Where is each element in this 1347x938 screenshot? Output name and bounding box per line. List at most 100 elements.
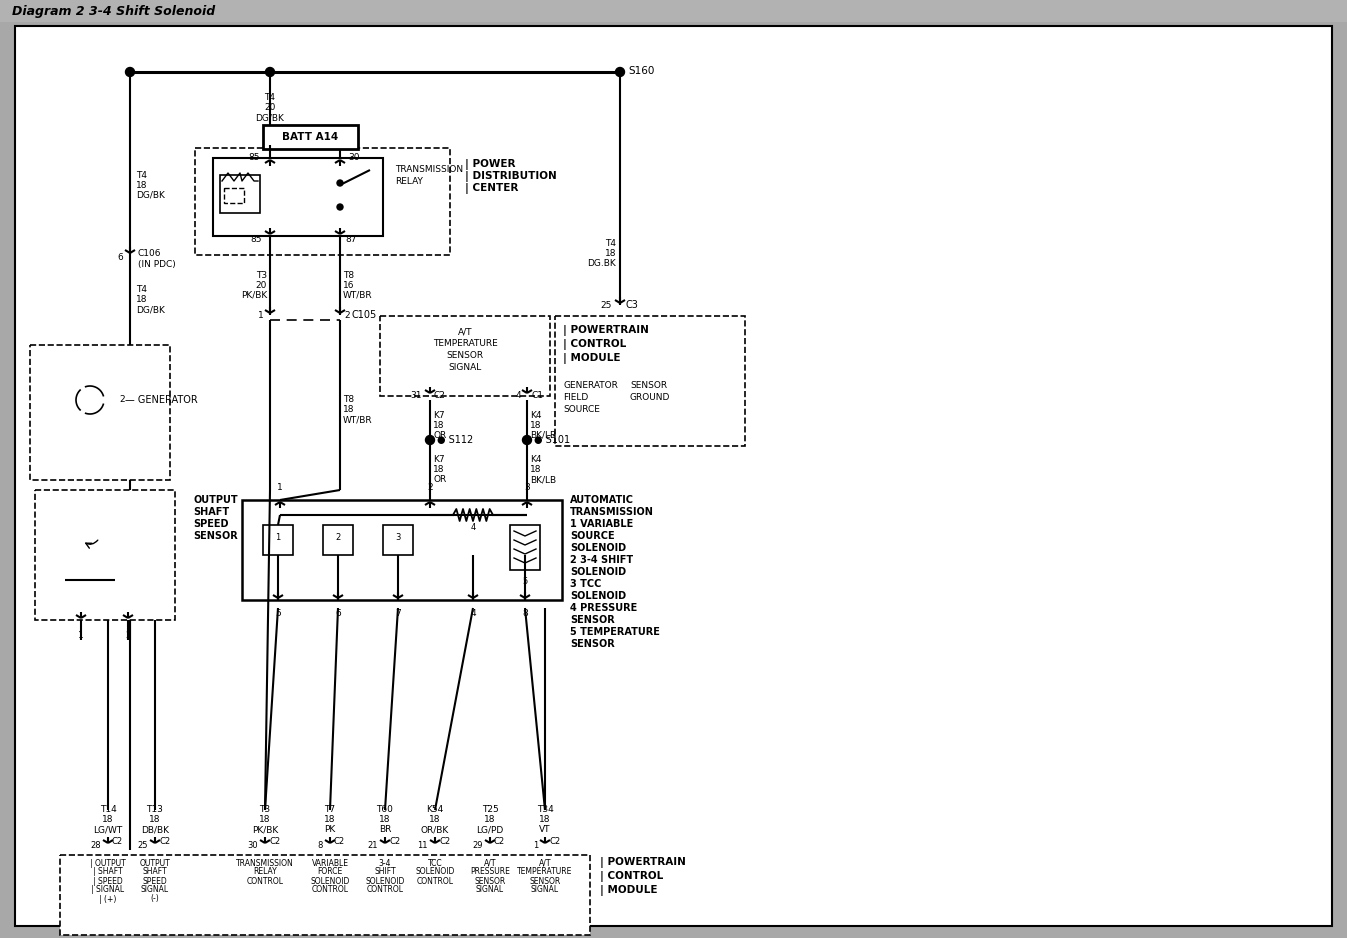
- Text: T4: T4: [605, 239, 616, 249]
- Text: 1: 1: [275, 534, 280, 542]
- Text: 18: 18: [136, 180, 148, 189]
- Text: CONTROL: CONTROL: [311, 885, 349, 895]
- Text: SIGNAL: SIGNAL: [475, 885, 504, 895]
- Text: AUTOMATIC: AUTOMATIC: [570, 495, 634, 505]
- Text: 3: 3: [395, 534, 400, 542]
- Text: CONTROL: CONTROL: [416, 876, 454, 885]
- Text: 18: 18: [605, 250, 616, 259]
- Text: 20: 20: [256, 280, 267, 290]
- Text: SHIFT: SHIFT: [374, 868, 396, 876]
- Text: PRESSURE: PRESSURE: [470, 868, 511, 876]
- Text: 18: 18: [432, 420, 445, 430]
- Text: 25: 25: [137, 840, 148, 850]
- Circle shape: [337, 204, 343, 210]
- Bar: [383, 525, 414, 555]
- Text: 2 3-4 SHIFT: 2 3-4 SHIFT: [570, 555, 633, 565]
- Text: TEMPERATURE: TEMPERATURE: [517, 868, 572, 876]
- Text: SENSOR: SENSOR: [529, 876, 560, 885]
- Text: 87: 87: [345, 234, 357, 244]
- Text: | MODULE: | MODULE: [599, 885, 657, 897]
- Text: SENSOR: SENSOR: [570, 615, 614, 625]
- Bar: [98, 549, 109, 560]
- Text: 18: 18: [432, 465, 445, 475]
- Text: 3: 3: [524, 483, 529, 492]
- Text: 4: 4: [470, 610, 475, 618]
- Text: 18: 18: [136, 295, 148, 305]
- Text: K7: K7: [432, 411, 445, 419]
- Text: C105: C105: [352, 310, 377, 320]
- Text: | MODULE: | MODULE: [563, 353, 621, 364]
- Text: OR: OR: [432, 476, 446, 485]
- Text: | POWERTRAIN: | POWERTRAIN: [563, 325, 649, 336]
- Text: 1: 1: [533, 840, 537, 850]
- Text: 18: 18: [529, 420, 541, 430]
- Text: 18: 18: [529, 465, 541, 475]
- Text: C2: C2: [434, 390, 446, 400]
- Text: 18: 18: [485, 815, 496, 825]
- Text: 4: 4: [516, 390, 521, 400]
- Text: 29: 29: [473, 840, 484, 850]
- Circle shape: [616, 68, 625, 77]
- Text: FORCE: FORCE: [318, 868, 342, 876]
- Text: K7: K7: [432, 456, 445, 464]
- Text: TRANSMISSION: TRANSMISSION: [236, 858, 294, 868]
- Text: WT/BR: WT/BR: [343, 291, 373, 299]
- Text: FIELD: FIELD: [563, 394, 589, 402]
- Text: DG/BK: DG/BK: [136, 306, 164, 314]
- Text: 11: 11: [418, 840, 428, 850]
- Text: C1: C1: [531, 390, 543, 400]
- Text: VARIABLE: VARIABLE: [311, 858, 349, 868]
- Text: T4: T4: [264, 94, 276, 102]
- Text: CONTROL: CONTROL: [247, 876, 283, 885]
- Text: PK/BK: PK/BK: [252, 825, 277, 835]
- Text: OR: OR: [432, 431, 446, 440]
- Text: SPEED: SPEED: [143, 876, 167, 885]
- Text: T14: T14: [100, 806, 116, 814]
- Text: K4: K4: [529, 456, 541, 464]
- Text: DG/BK: DG/BK: [136, 190, 164, 200]
- Text: — GENERATOR: — GENERATOR: [125, 395, 198, 405]
- Text: RELAY: RELAY: [395, 177, 423, 187]
- Text: C106: C106: [137, 249, 162, 258]
- Text: 2: 2: [335, 534, 341, 542]
- Text: SOLENOID: SOLENOID: [365, 876, 404, 885]
- Text: GENERATOR: GENERATOR: [563, 382, 618, 390]
- Text: T60: T60: [377, 806, 393, 814]
- Text: LG/PD: LG/PD: [477, 825, 504, 835]
- Text: | POWER: | POWER: [465, 159, 516, 171]
- Bar: [57, 543, 69, 554]
- Text: BATT A14: BATT A14: [282, 132, 338, 142]
- Text: ● S112: ● S112: [436, 435, 473, 445]
- Text: 18: 18: [343, 405, 354, 415]
- Text: SIGNAL: SIGNAL: [449, 364, 482, 372]
- Text: SOLENOID: SOLENOID: [570, 591, 626, 601]
- Text: RELAY: RELAY: [253, 868, 277, 876]
- Text: DG/BK: DG/BK: [256, 113, 284, 123]
- Bar: [224, 188, 244, 203]
- Text: 28: 28: [90, 840, 101, 850]
- Text: PK: PK: [325, 825, 335, 835]
- Bar: [63, 502, 74, 513]
- Text: 2: 2: [427, 483, 432, 492]
- Text: 30: 30: [248, 840, 259, 850]
- Text: 18: 18: [380, 815, 391, 825]
- Bar: [78, 556, 86, 564]
- Text: C2: C2: [269, 838, 280, 846]
- Text: C2: C2: [439, 838, 450, 846]
- Text: 2: 2: [120, 396, 125, 404]
- Text: SENSOR: SENSOR: [474, 876, 505, 885]
- Text: C2: C2: [159, 838, 170, 846]
- Text: 8: 8: [318, 840, 323, 850]
- Text: | CENTER: | CENTER: [465, 184, 519, 194]
- Text: OUTPUT: OUTPUT: [193, 495, 237, 505]
- Text: (IN PDC): (IN PDC): [137, 261, 175, 269]
- Text: 4: 4: [470, 523, 475, 533]
- Text: SENSOR: SENSOR: [446, 352, 484, 360]
- Text: SHAFT: SHAFT: [143, 868, 167, 876]
- Text: 20: 20: [264, 103, 276, 113]
- Text: SOLENOID: SOLENOID: [570, 543, 626, 553]
- Text: SOLENOID: SOLENOID: [570, 567, 626, 577]
- Text: T3: T3: [256, 270, 267, 280]
- Text: SENSOR: SENSOR: [570, 639, 614, 649]
- Text: C2: C2: [389, 838, 400, 846]
